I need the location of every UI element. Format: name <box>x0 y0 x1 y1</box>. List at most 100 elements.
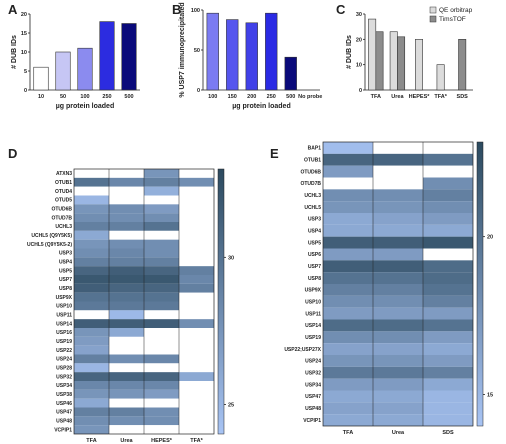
row-label: USP11 <box>305 311 321 317</box>
heat-cell-usp3-hepes <box>144 248 179 258</box>
heat-cell-otud6b-tfa <box>74 204 109 214</box>
legend-swatch-qe-orbitrap <box>429 6 437 14</box>
heat-cell-usp5-tfa <box>74 266 109 275</box>
heat-cell-usp32-urea <box>373 366 423 379</box>
heat-cell-usp7-urea <box>109 275 144 284</box>
heat-cell-usp5-urea <box>109 266 144 275</box>
heat-cell-usp11-urea <box>373 307 423 320</box>
heat-cell-usp47-hepes <box>144 407 179 417</box>
heat-cell-atxn3-tfa <box>74 169 109 178</box>
heat-cell-usp22-tfa <box>179 345 214 355</box>
heat-cell-uchl3-urea <box>109 222 144 231</box>
bar-500 <box>121 23 137 91</box>
column-label: TFA <box>343 430 353 436</box>
heat-cell-usp16-hepes <box>144 328 179 337</box>
heat-cell-usp6-tfa <box>323 248 373 261</box>
x-tick-label: SDS <box>457 94 469 100</box>
row-label: USP3 <box>59 251 72 257</box>
panel-letter: A <box>8 2 18 17</box>
heat-cell-usp10-tfa <box>179 301 214 311</box>
heat-cell-usp7-tfa <box>323 260 373 273</box>
heat-cell-usp34-hepes <box>144 381 179 390</box>
heat-cell-uchl5-q9y5k5-hepes <box>144 230 179 240</box>
heat-cell-usp10-urea <box>373 295 423 308</box>
heat-cell-otud4-tfa <box>179 186 214 196</box>
heat-cell-usp10-tfa <box>74 301 109 311</box>
heat-cell-usp7-tfa <box>74 275 109 284</box>
heat-cell-otud6b-sds <box>423 165 473 178</box>
heat-cell-usp19-hepes <box>144 336 179 346</box>
heat-cell-usp19-urea <box>109 336 144 346</box>
heat-cell-atxn3-hepes <box>144 169 179 178</box>
bar-200 <box>245 22 258 91</box>
heat-cell-usp28-tfa <box>74 363 109 373</box>
row-label: USP4 <box>308 229 321 235</box>
heat-cell-usp48-sds <box>423 402 473 415</box>
heat-cell-usp32-tfa <box>179 372 214 381</box>
heat-cell-usp8-urea <box>373 272 423 284</box>
y-axis-label: # DUB IDs <box>11 35 18 69</box>
heat-cell-usp28-urea <box>109 363 144 373</box>
x-tick-label: 10 <box>38 94 44 100</box>
heat-cell-usp8-sds <box>423 272 473 284</box>
heat-cell-otud7b-tfa <box>323 177 373 190</box>
heat-cell-usp8-tfa <box>74 283 109 293</box>
heat-cell-usp19-tfa <box>74 336 109 346</box>
row-label: OTUD5 <box>55 198 72 204</box>
row-label: USP9X <box>56 295 73 301</box>
heat-cell-usp8-tfa <box>323 272 373 284</box>
bar-qe-orbitrap-tfa <box>436 64 445 91</box>
heat-cell-usp8-hepes <box>144 283 179 293</box>
heat-cell-otub1-hepes <box>144 177 179 187</box>
row-label: USP8 <box>59 286 72 292</box>
x-tick-label: 250 <box>102 94 111 100</box>
heat-cell-usp16-tfa <box>74 328 109 337</box>
row-label: USP7 <box>59 277 72 283</box>
heat-cell-usp7-tfa <box>179 275 214 284</box>
panel-e: E BAP1 OTUB1 OTUD6B OTUD7B UCHL3 UCHL5 USP3 USP4… <box>270 141 493 436</box>
heat-cell-usp9x-tfa <box>74 292 109 302</box>
heat-cell-usp11-tfa <box>323 307 373 320</box>
heat-cell-usp4-urea <box>373 224 423 237</box>
x-tick-label: 200 <box>247 94 256 100</box>
heat-cell-uchl5-urea <box>373 201 423 213</box>
bar-150 <box>226 19 239 91</box>
heat-cell-usp6-sds <box>423 248 473 261</box>
bar-250 <box>99 21 115 91</box>
heat-cell-vcpip1-tfa <box>179 425 214 434</box>
heat-cell-usp7-hepes <box>144 275 179 284</box>
heat-cell-usp46-tfa <box>74 398 109 408</box>
row-label: USP46 <box>56 401 72 407</box>
heat-cell-usp14-urea <box>373 319 423 332</box>
heat-cell-usp46-urea <box>109 398 144 408</box>
x-tick-label: No probe <box>298 94 322 100</box>
heat-cell-usp9x-hepes <box>144 292 179 302</box>
y-tick-label: 15 <box>21 31 27 37</box>
heat-cell-bap1-tfa <box>323 142 373 154</box>
heat-cell-uchl3-tfa <box>74 222 109 231</box>
bar-50 <box>55 51 71 91</box>
heat-cell-usp24-urea <box>373 355 423 367</box>
heat-cell-usp47-tfa <box>74 407 109 417</box>
heat-cell-usp11-hepes <box>144 310 179 320</box>
heat-cell-usp47-urea <box>373 390 423 403</box>
heat-cell-usp16-urea <box>109 328 144 337</box>
row-label: USP14 <box>305 323 321 329</box>
row-label: OTUB1 <box>55 180 72 186</box>
heat-cell-usp46-hepes <box>144 398 179 408</box>
panel-c: C 0 10 20 30 # DUB IDs TFA Urea HEPES* TFA* SDS QE … <box>336 2 473 100</box>
heat-cell-otud7b-sds <box>423 177 473 190</box>
heat-cell-otud7b-tfa <box>179 213 214 222</box>
heat-cell-usp4-hepes <box>144 257 179 267</box>
x-tick-label: Urea <box>391 94 404 100</box>
heat-cell-otub1-tfa <box>323 153 373 166</box>
y-tick-label: 0 <box>24 88 27 94</box>
y-tick-label: 30 <box>356 12 362 18</box>
y-tick-label: 0 <box>197 88 200 94</box>
heat-cell-usp32-urea <box>109 372 144 381</box>
x-axis-label: µg protein loaded <box>56 103 114 110</box>
heat-cell-uchl3-sds <box>423 189 473 202</box>
colorbar <box>476 141 484 427</box>
heat-cell-usp48-hepes <box>144 416 179 426</box>
